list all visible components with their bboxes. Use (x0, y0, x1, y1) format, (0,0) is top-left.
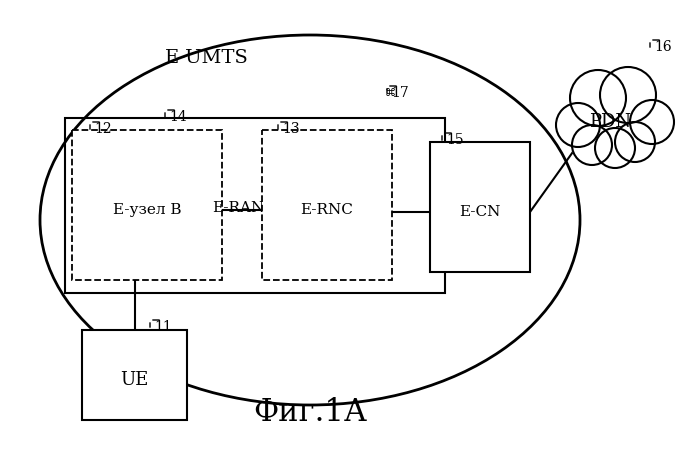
Circle shape (600, 67, 656, 123)
Text: PDN: PDN (589, 113, 631, 131)
Circle shape (556, 103, 600, 147)
Text: E-узел B: E-узел B (113, 203, 181, 217)
Text: 11: 11 (154, 320, 172, 334)
Text: 13: 13 (282, 122, 300, 136)
Bar (82, 330, 187, 420)
Circle shape (572, 125, 612, 165)
Text: 12: 12 (94, 122, 112, 136)
Text: E-RAN: E-RAN (212, 201, 264, 215)
Text: 16: 16 (654, 40, 672, 54)
Text: 14: 14 (169, 110, 187, 124)
Bar (72, 130, 222, 280)
Bar (430, 142, 530, 272)
Text: E-CN: E-CN (459, 205, 500, 219)
Text: Фиг.1А: Фиг.1А (253, 397, 367, 428)
Text: 17: 17 (391, 86, 409, 100)
Text: E-RNC: E-RNC (301, 203, 354, 217)
Text: UE: UE (120, 371, 149, 389)
Text: E-UMTS: E-UMTS (165, 49, 249, 67)
Circle shape (615, 122, 655, 162)
Circle shape (630, 100, 674, 144)
Text: ⌘: ⌘ (385, 88, 396, 98)
Bar (262, 130, 392, 280)
Circle shape (570, 70, 626, 126)
Bar (65, 118, 445, 293)
Text: 15: 15 (446, 133, 463, 147)
Circle shape (595, 128, 635, 168)
